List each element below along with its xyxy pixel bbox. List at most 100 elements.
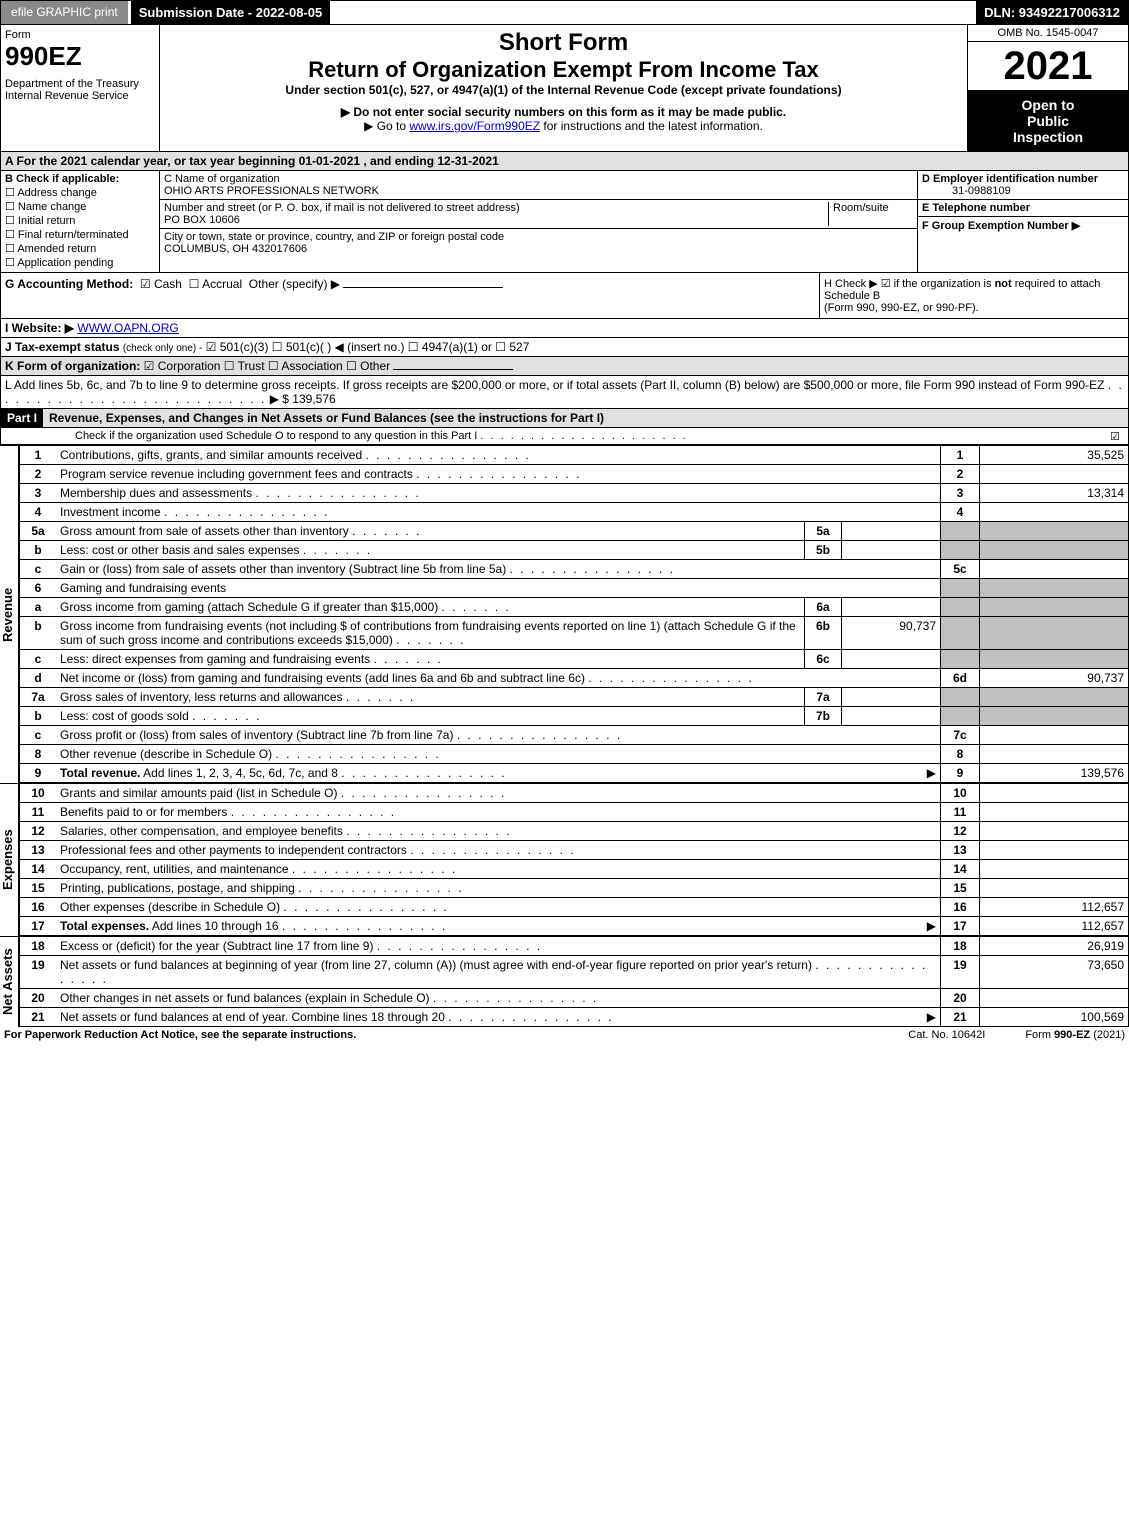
header-left: Form 990EZ Department of the Treasury In… [1,25,160,151]
footer-cat: Cat. No. 10642I [868,1029,1025,1041]
line-ref: 11 [941,803,980,822]
line-amount [980,784,1129,803]
chk-cash[interactable]: Cash [140,277,182,291]
chk-address-change[interactable]: Address change [5,186,155,199]
tax-year: 2021 [968,42,1128,91]
shaded-cell [941,688,980,707]
section-l-arrow: ▶ $ [270,392,293,406]
city-value: COLUMBUS, OH 432017606 [164,243,307,255]
chk-accrual[interactable]: Accrual [189,277,242,291]
chk-name-change[interactable]: Name change [5,200,155,213]
line-number: 10 [20,784,57,803]
section-b: B Check if applicable: Address change Na… [1,171,160,272]
line-description: Net income or (loss) from gaming and fun… [56,669,941,688]
sub-line-value [842,598,941,617]
line-ref: 17 [941,917,980,936]
line-amount: 13,314 [980,484,1129,503]
line-number: 17 [20,917,57,936]
line-amount [980,745,1129,764]
line-number: 14 [20,860,57,879]
line-description: Total expenses. Add lines 10 through 16 … [56,917,941,936]
line-ref: 14 [941,860,980,879]
table-row: cLess: direct expenses from gaming and f… [20,650,1129,669]
section-c: C Name of organization OHIO ARTS PROFESS… [160,171,917,272]
shaded-cell [941,522,980,541]
line-number: 11 [20,803,57,822]
footer-form-prefix: Form [1025,1029,1054,1041]
instr-goto: ▶ Go to www.irs.gov/Form990EZ for instru… [164,119,963,133]
line-ref: 19 [941,956,980,989]
line-ref: 10 [941,784,980,803]
website-link[interactable]: WWW.OAPN.ORG [77,321,178,335]
line-number: 2 [20,465,57,484]
table-row: bLess: cost or other basis and sales exp… [20,541,1129,560]
efile-link[interactable]: efile GRAPHIC print [1,1,129,24]
line-amount: 112,657 [980,917,1129,936]
line-number: b [20,707,57,726]
table-row: 12Salaries, other compensation, and empl… [20,822,1129,841]
dln: DLN: 93492217006312 [976,1,1128,24]
section-l-text: L Add lines 5b, 6c, and 7b to line 9 to … [5,378,1104,392]
open-inspection: Open to Public Inspection [968,91,1128,151]
line-amount: 100,569 [980,1008,1129,1027]
h-not: not [995,278,1012,290]
line-ref: 5c [941,560,980,579]
org-name-cell: C Name of organization OHIO ARTS PROFESS… [160,171,917,200]
schedule-o-text: Check if the organization used Schedule … [5,430,477,442]
table-row: 17Total expenses. Add lines 10 through 1… [20,917,1129,936]
submission-date: Submission Date - 2022-08-05 [131,1,331,24]
sub-line-value [842,707,941,726]
line-description: Total revenue. Add lines 1, 2, 3, 4, 5c,… [56,764,941,783]
line-amount [980,803,1129,822]
line-number: b [20,541,57,560]
line-number: 12 [20,822,57,841]
h-text1: H Check ▶ ☑ if the organization is [824,278,995,290]
shaded-cell [980,650,1129,669]
line-number: d [20,669,57,688]
top-bar: efile GRAPHIC print Submission Date - 20… [0,0,1129,25]
table-row: 10Grants and similar amounts paid (list … [20,784,1129,803]
group-exemption-label: F Group Exemption Number ▶ [922,220,1080,232]
table-row: 7aGross sales of inventory, less returns… [20,688,1129,707]
line-amount [980,879,1129,898]
line-description: Other changes in net assets or fund bala… [56,989,941,1008]
line-amount [980,841,1129,860]
line-ref: 4 [941,503,980,522]
section-def: D Employer identification number 31-0988… [917,171,1128,272]
line-amount [980,726,1129,745]
line-description: Gross sales of inventory, less returns a… [56,688,805,707]
sub-line-number: 6b [805,617,842,650]
line-description: Salaries, other compensation, and employ… [56,822,941,841]
line-description: Net assets or fund balances at end of ye… [56,1008,941,1027]
line-amount [980,560,1129,579]
footer-left: For Paperwork Reduction Act Notice, see … [4,1029,868,1041]
irs-link[interactable]: www.irs.gov/Form990EZ [409,119,540,133]
form-header: Form 990EZ Department of the Treasury In… [0,25,1129,152]
chk-initial-return[interactable]: Initial return [5,214,155,227]
phone-label: E Telephone number [922,202,1030,214]
part1-label: Part I [1,409,43,427]
line-number: 18 [20,937,57,956]
line-ref: 21 [941,1008,980,1027]
table-row: 14Occupancy, rent, utilities, and mainte… [20,860,1129,879]
table-row: bLess: cost of goods sold . . . . . . .7… [20,707,1129,726]
chk-final-return[interactable]: Final return/terminated [5,228,155,241]
chk-application-pending[interactable]: Application pending [5,256,155,269]
line-ref: 6d [941,669,980,688]
line-description: Benefits paid to or for members . . . . … [56,803,941,822]
org-name-label: C Name of organization [164,173,280,185]
table-row: 3Membership dues and assessments . . . .… [20,484,1129,503]
line-amount: 112,657 [980,898,1129,917]
form-number: 990EZ [5,41,155,72]
line-number: 1 [20,446,57,465]
info-block: B Check if applicable: Address change Na… [0,171,1129,273]
section-h: H Check ▶ ☑ if the organization is not r… [819,273,1128,318]
table-row: 18Excess or (deficit) for the year (Subt… [20,937,1129,956]
revenue-side-label: Revenue [0,445,19,783]
line-description: Gross income from gaming (attach Schedul… [56,598,805,617]
schedule-o-row: Check if the organization used Schedule … [0,428,1129,445]
form-org-label: K Form of organization: [5,359,140,373]
chk-amended-return[interactable]: Amended return [5,242,155,255]
line-number: 5a [20,522,57,541]
table-row: aGross income from gaming (attach Schedu… [20,598,1129,617]
